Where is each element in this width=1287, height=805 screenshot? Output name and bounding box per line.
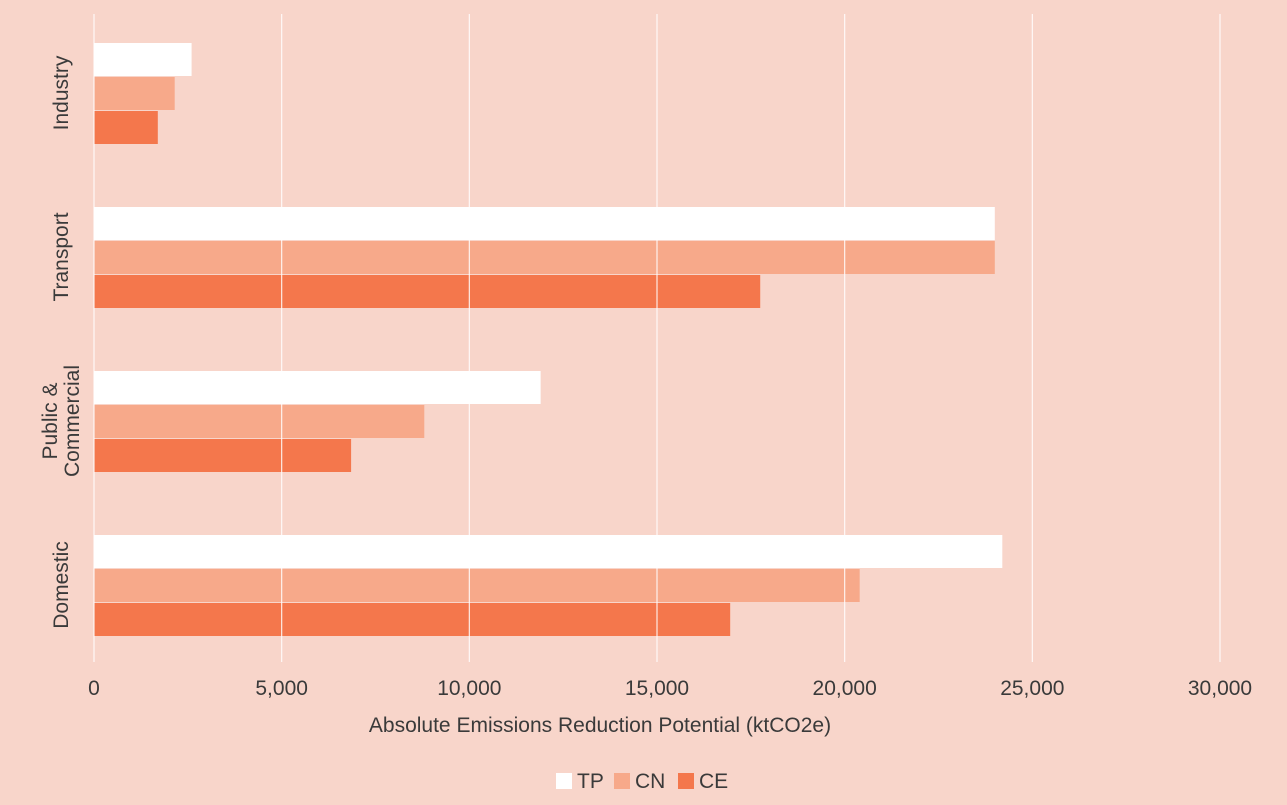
bar-ce-3 xyxy=(94,439,352,472)
category-label: Transport xyxy=(50,212,73,301)
legend-swatch xyxy=(678,773,694,789)
bar-ce-4 xyxy=(94,603,731,636)
legend-label: CE xyxy=(699,770,728,793)
category-label-line: Public & xyxy=(39,382,62,459)
bar-tp-2 xyxy=(94,207,995,240)
bar-tp-4 xyxy=(94,535,1003,568)
legend-item-tp: TP xyxy=(556,770,604,793)
x-tick-label: 10,000 xyxy=(437,677,501,700)
bar-cn-3 xyxy=(94,405,425,438)
category-label-line: Transport xyxy=(50,212,73,301)
category-label: Industry xyxy=(50,55,73,130)
bar-cn-1 xyxy=(94,77,175,110)
x-axis-label: Absolute Emissions Reduction Potential (… xyxy=(369,714,831,737)
legend-label: TP xyxy=(577,770,604,793)
legend-swatch xyxy=(556,773,572,789)
category-label: Public & Commercial xyxy=(39,365,84,477)
bar-ce-2 xyxy=(94,275,761,308)
x-tick-label: 25,000 xyxy=(1000,677,1064,700)
bar-cn-2 xyxy=(94,241,995,274)
bar-cn-4 xyxy=(94,569,860,602)
legend: TP CN CE xyxy=(556,770,728,793)
x-axis: 0 5,000 10,000 15,000 20,000 25,000 30,000 xyxy=(88,677,1252,700)
y-axis: Industry Transport Public & Commercial Domes… xyxy=(39,55,84,629)
bar-ce-1 xyxy=(94,111,158,144)
category-label: Domestic xyxy=(50,541,73,629)
x-tick-label: 30,000 xyxy=(1188,677,1252,700)
legend-item-cn: CN xyxy=(614,770,665,793)
category-label-line: Domestic xyxy=(50,541,73,629)
legend-label: CN xyxy=(635,770,665,793)
x-tick-label: 5,000 xyxy=(255,677,308,700)
x-tick-label: 20,000 xyxy=(813,677,877,700)
category-label-line: Commercial xyxy=(61,365,84,477)
bars xyxy=(94,43,1003,636)
grid-lines xyxy=(93,14,1221,662)
bar-tp-1 xyxy=(94,43,192,76)
x-tick-label: 15,000 xyxy=(625,677,689,700)
category-label-line: Industry xyxy=(50,55,73,130)
bar-tp-3 xyxy=(94,371,541,404)
x-tick-label: 0 xyxy=(88,677,100,700)
legend-item-ce: CE xyxy=(678,770,728,793)
legend-swatch xyxy=(614,773,630,789)
